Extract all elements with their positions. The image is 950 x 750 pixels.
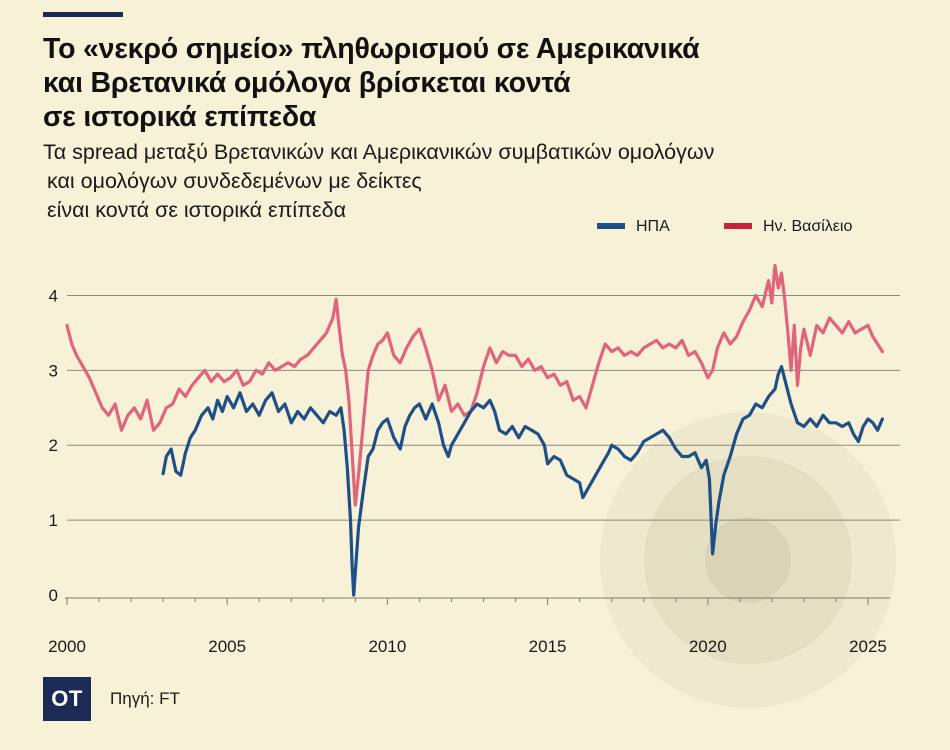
subtitle-line: Τα spread μεταξύ Βρετανικών και Αμερικαν… [43,140,715,164]
title-line: και Βρετανικά ομόλογα βρίσκεται κοντά [43,67,571,99]
x-tick-label: 2010 [368,637,406,656]
y-tick-label: 2 [49,436,58,455]
x-tick-label: 2025 [849,637,887,656]
brand-logo: OT [43,677,91,721]
title-line: Το «νεκρό σημείο» πληθωρισμού σε Αμερικα… [43,33,700,65]
y-tick-label: 1 [49,511,58,530]
subtitle-line: και ομολόγων συνδεδεμένων με δείκτες [47,169,422,193]
legend-swatch-usa [597,223,625,229]
y-tick-label: 3 [49,361,58,380]
top-accent-rule [43,12,123,17]
y-tick-label: 4 [49,286,58,305]
x-tick-label: 2005 [208,637,246,656]
x-axis [65,597,890,605]
decorative-circles [600,412,896,708]
decorative-circle-inner [705,517,791,603]
legend-label-uk: Ην. Βασίλειο [763,218,852,235]
legend-swatch-uk [724,223,752,229]
chart-subtitle: Τα spread μεταξύ Βρετανικών και Αμερικαν… [43,138,943,225]
y-tick-label: 0 [49,586,58,605]
source-note: Πηγή: FT [110,689,180,708]
series-line-uk [65,263,884,507]
x-tick-label: 2015 [529,637,567,656]
y-axis-ticks: 0 1 2 3 4 [49,286,58,605]
subtitle-line: είναι κοντά σε ιστορικά επίπεδα [47,198,347,222]
x-axis-ticks: 2000 2005 2010 2015 2020 2025 [48,637,887,656]
page-title: Το «νεκρό σημείο» πληθωρισμού σε Αμερικα… [43,32,923,134]
series-lines [65,263,884,597]
x-tick-label: 2000 [48,637,86,656]
x-tick-label: 2020 [689,637,727,656]
legend: ΗΠΑ Ην. Βασίλειο [597,218,852,235]
series-line-usa [161,365,884,597]
title-line: σε ιστορικά επίπεδα [43,101,317,133]
legend-label-usa: ΗΠΑ [636,218,670,235]
